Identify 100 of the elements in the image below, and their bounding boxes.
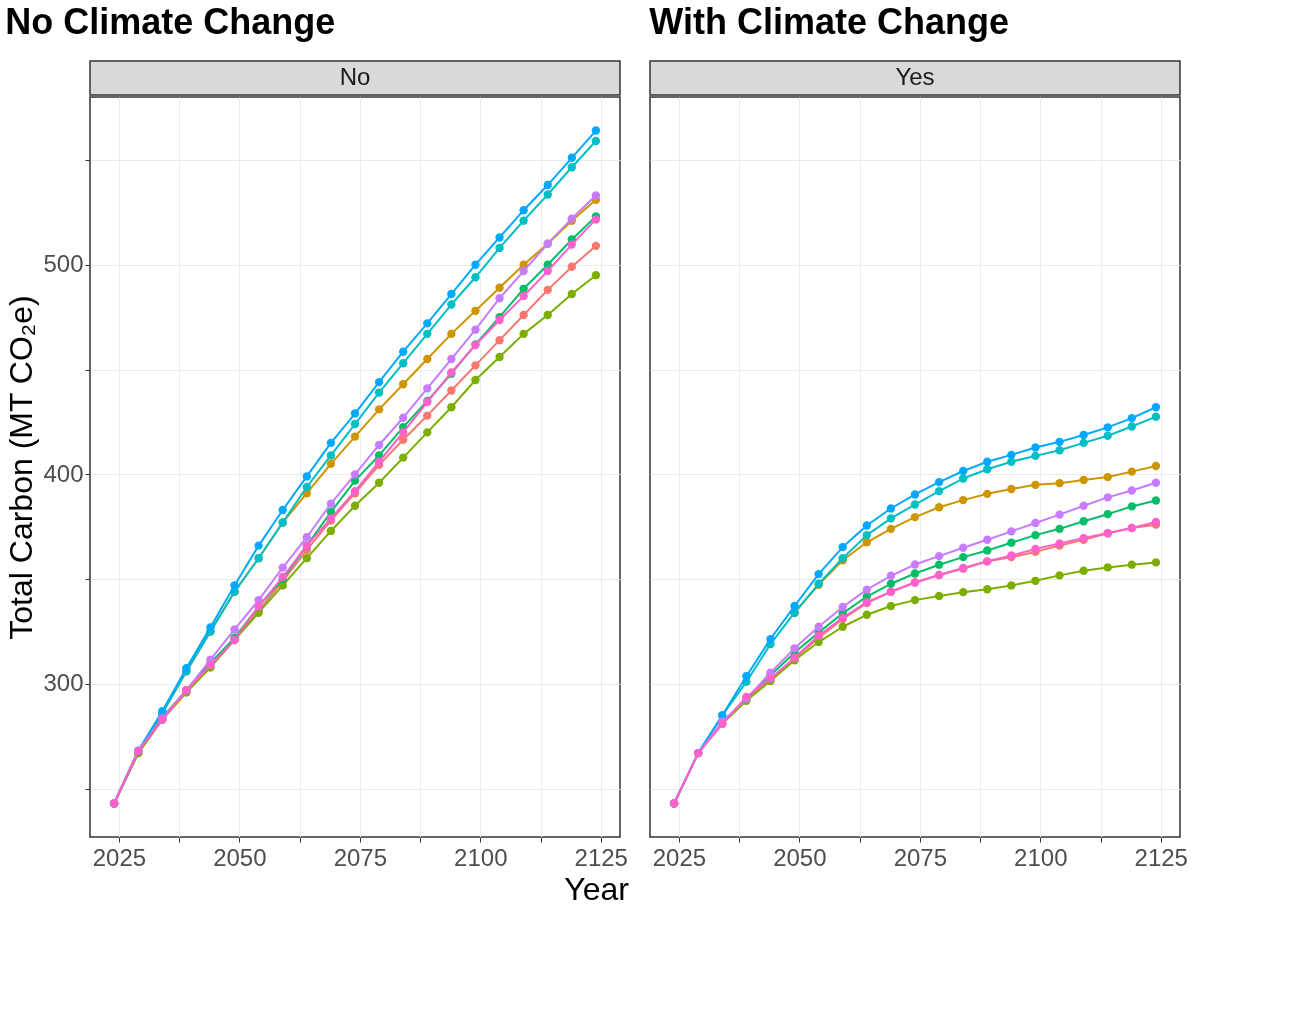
point <box>471 273 480 282</box>
point <box>1055 478 1064 488</box>
point <box>910 569 920 578</box>
point <box>278 563 287 572</box>
point <box>886 601 896 611</box>
point <box>1127 467 1136 476</box>
point <box>934 477 944 487</box>
point <box>1055 510 1064 519</box>
point <box>959 474 968 483</box>
point <box>447 289 456 299</box>
point <box>350 470 360 479</box>
point <box>447 300 456 309</box>
point <box>495 352 504 362</box>
point <box>423 384 432 393</box>
x-tick-label: 2100 <box>1014 843 1068 871</box>
x-tick-label: 2100 <box>454 843 508 871</box>
point <box>423 319 432 328</box>
point <box>1151 478 1161 487</box>
point <box>1079 517 1088 526</box>
point <box>471 325 480 334</box>
point <box>543 190 552 199</box>
x-tick-label: 2075 <box>333 843 388 871</box>
y-tick-label: 300 <box>43 669 84 697</box>
point <box>519 266 528 276</box>
point <box>983 535 992 544</box>
point <box>519 284 528 293</box>
point <box>862 585 871 594</box>
x-tick-label: 2075 <box>893 843 948 871</box>
point <box>1103 563 1112 572</box>
point <box>471 361 480 370</box>
point <box>519 216 528 225</box>
x-tick-label: 2025 <box>92 843 147 871</box>
point <box>326 438 336 448</box>
point <box>206 623 215 632</box>
point <box>302 482 311 492</box>
chart-title: No Climate Change <box>5 1 336 43</box>
point <box>543 266 552 276</box>
point <box>1103 431 1112 440</box>
point <box>230 581 239 590</box>
point <box>1127 413 1136 423</box>
point <box>1055 524 1064 534</box>
point <box>886 571 896 580</box>
point <box>886 524 896 534</box>
point <box>934 591 944 601</box>
point <box>1031 518 1040 528</box>
point <box>1127 502 1136 511</box>
point <box>1103 423 1112 432</box>
point <box>959 552 968 562</box>
point <box>1079 475 1088 485</box>
point <box>959 495 968 505</box>
point <box>1103 472 1112 482</box>
point <box>326 459 336 469</box>
point <box>862 538 871 547</box>
point <box>1127 486 1136 495</box>
point <box>934 551 944 561</box>
point <box>471 260 480 269</box>
point <box>1103 509 1112 519</box>
point <box>1055 571 1064 580</box>
y-tick-label: 500 <box>43 250 84 278</box>
point <box>1127 560 1136 569</box>
point <box>1151 403 1161 412</box>
point <box>567 262 576 271</box>
point <box>567 153 576 162</box>
point <box>543 310 552 320</box>
point <box>423 428 432 437</box>
point <box>519 291 528 301</box>
point <box>766 634 775 644</box>
point <box>838 602 847 612</box>
point <box>1079 501 1088 510</box>
y-axis-title: Total Carbon (MT CO₂e) <box>3 295 40 640</box>
point <box>447 386 456 395</box>
point <box>1031 451 1040 461</box>
point <box>1151 461 1161 471</box>
point <box>910 500 920 509</box>
point <box>1007 450 1016 460</box>
point <box>1079 438 1088 448</box>
point <box>910 512 920 522</box>
point <box>326 499 336 508</box>
point <box>1031 576 1040 585</box>
point <box>790 601 799 611</box>
point <box>886 514 896 523</box>
point <box>910 490 920 499</box>
point <box>350 432 360 441</box>
point <box>350 501 360 510</box>
chart-title: With Climate Change <box>649 1 1009 43</box>
point <box>447 403 456 412</box>
point <box>302 533 311 542</box>
point <box>934 486 944 496</box>
point <box>350 419 360 429</box>
point <box>591 191 601 200</box>
point <box>1151 412 1161 421</box>
point <box>1055 437 1064 447</box>
point <box>326 526 336 536</box>
x-tick-label: 2125 <box>1134 843 1188 871</box>
point <box>278 505 287 515</box>
point <box>471 306 480 315</box>
point <box>1031 443 1040 452</box>
point <box>910 595 920 605</box>
point <box>1151 496 1161 505</box>
point <box>374 457 384 466</box>
